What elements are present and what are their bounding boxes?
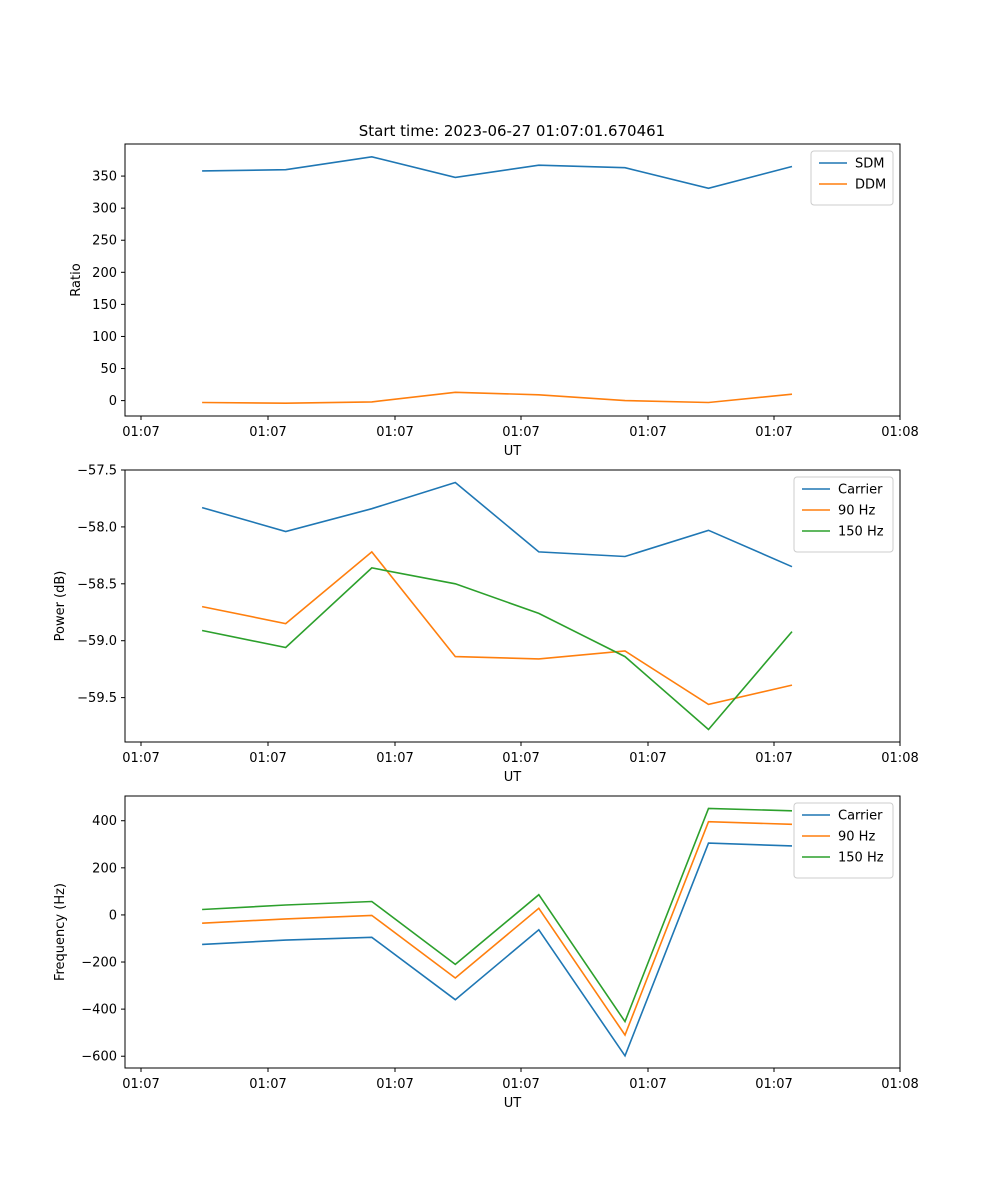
legend-entry: DDM xyxy=(855,178,886,193)
plot-frame xyxy=(124,143,901,417)
plot-frame xyxy=(124,795,901,1069)
y-tick-label: 0 xyxy=(109,908,117,923)
series-line-carrier xyxy=(202,842,793,1058)
y-axis-label: Power (dB) xyxy=(53,571,68,642)
x-axis-label: UT xyxy=(504,770,522,785)
y-tick-label: 200 xyxy=(92,266,117,281)
y-tick-label: 0 xyxy=(109,394,117,409)
x-tick-label: 01:08 xyxy=(881,425,918,440)
y-axis-label: Ratio xyxy=(69,263,84,296)
legend: Carrier 90 Hz 150 Hz xyxy=(793,476,894,553)
x-tick-label: 01:07 xyxy=(502,1077,539,1092)
y-tick-label: −400 xyxy=(81,1003,117,1018)
x-tick-label: 01:07 xyxy=(755,751,792,766)
series-line-150-hz xyxy=(202,807,793,1024)
legend-entry: 150 Hz xyxy=(838,851,884,866)
x-tick-label: 01:07 xyxy=(376,425,413,440)
x-tick-label: 01:07 xyxy=(376,751,413,766)
y-tick-label: 100 xyxy=(92,330,117,345)
plot-frame xyxy=(124,469,901,743)
y-tick-label: −59.0 xyxy=(77,634,117,649)
x-tick-label: 01:07 xyxy=(376,1077,413,1092)
x-tick-label: 01:07 xyxy=(249,1077,286,1092)
x-tick-label: 01:08 xyxy=(881,751,918,766)
x-tick-label: 01:07 xyxy=(249,751,286,766)
legend: Carrier 90 Hz 150 Hz xyxy=(793,802,894,879)
x-axis-label: UT xyxy=(504,444,522,459)
legend-entry: 150 Hz xyxy=(838,525,884,540)
y-tick-label: −59.5 xyxy=(77,691,117,706)
y-tick-label: −200 xyxy=(81,956,117,971)
y-axis-label: Frequency (Hz) xyxy=(53,883,68,981)
legend-entry: Carrier xyxy=(838,483,883,498)
x-axis-label: UT xyxy=(504,1096,522,1111)
legend-box xyxy=(793,476,894,553)
series-line-sdm xyxy=(202,155,793,190)
y-tick-label: 200 xyxy=(92,861,117,876)
x-tick-label: 01:07 xyxy=(629,1077,666,1092)
x-tick-label: 01:07 xyxy=(502,425,539,440)
x-tick-label: 01:07 xyxy=(502,751,539,766)
y-tick-label: −58.0 xyxy=(77,520,117,535)
x-tick-label: 01:07 xyxy=(755,1077,792,1092)
subplot-1: 01:07 01:07 01:07 01:07 01:07 01:07 01:08 0 50 10… xyxy=(69,143,919,459)
x-tick-label: 01:08 xyxy=(881,1077,918,1092)
series-line-90-hz xyxy=(202,820,793,1037)
legend: SDM DDM xyxy=(810,150,894,206)
series-line-90-hz xyxy=(201,550,793,706)
x-tick-label: 01:07 xyxy=(122,1077,159,1092)
series-line-ddm xyxy=(202,391,793,405)
y-tick-label: −600 xyxy=(81,1050,117,1065)
y-tick-label: 400 xyxy=(92,814,117,829)
y-tick-label: 50 xyxy=(100,362,117,377)
series-line-150-hz xyxy=(201,567,793,731)
y-tick-label: 350 xyxy=(92,170,117,185)
x-tick-label: 01:07 xyxy=(629,425,666,440)
legend-entry: 90 Hz xyxy=(838,504,875,519)
y-tick-label: 150 xyxy=(92,298,117,313)
x-tick-label: 01:07 xyxy=(755,425,792,440)
legend-entry: 90 Hz xyxy=(838,830,875,845)
x-tick-label: 01:07 xyxy=(122,751,159,766)
series-line-carrier xyxy=(201,481,793,568)
y-tick-label: 250 xyxy=(92,234,117,249)
legend-box xyxy=(793,802,894,879)
x-tick-label: 01:07 xyxy=(249,425,286,440)
legend-entry: SDM xyxy=(855,157,884,172)
plots-container: 01:07 01:07 01:07 01:07 01:07 01:07 01:08 0 50 10… xyxy=(53,143,919,1111)
legend-box xyxy=(810,150,894,206)
figure-title: Start time: 2023-06-27 01:07:01.670461 xyxy=(359,122,665,140)
subplot-3: 01:07 01:07 01:07 01:07 01:07 01:07 01:08 400 20… xyxy=(53,795,919,1111)
y-tick-label: −57.5 xyxy=(77,464,117,479)
x-tick-label: 01:07 xyxy=(629,751,666,766)
y-tick-label: −58.5 xyxy=(77,577,117,592)
y-tick-label: 300 xyxy=(92,202,117,217)
legend-entry: Carrier xyxy=(838,809,883,824)
x-tick-label: 01:07 xyxy=(122,425,159,440)
subplot-2: 01:07 01:07 01:07 01:07 01:07 01:07 01:08 −57.5… xyxy=(53,464,919,786)
